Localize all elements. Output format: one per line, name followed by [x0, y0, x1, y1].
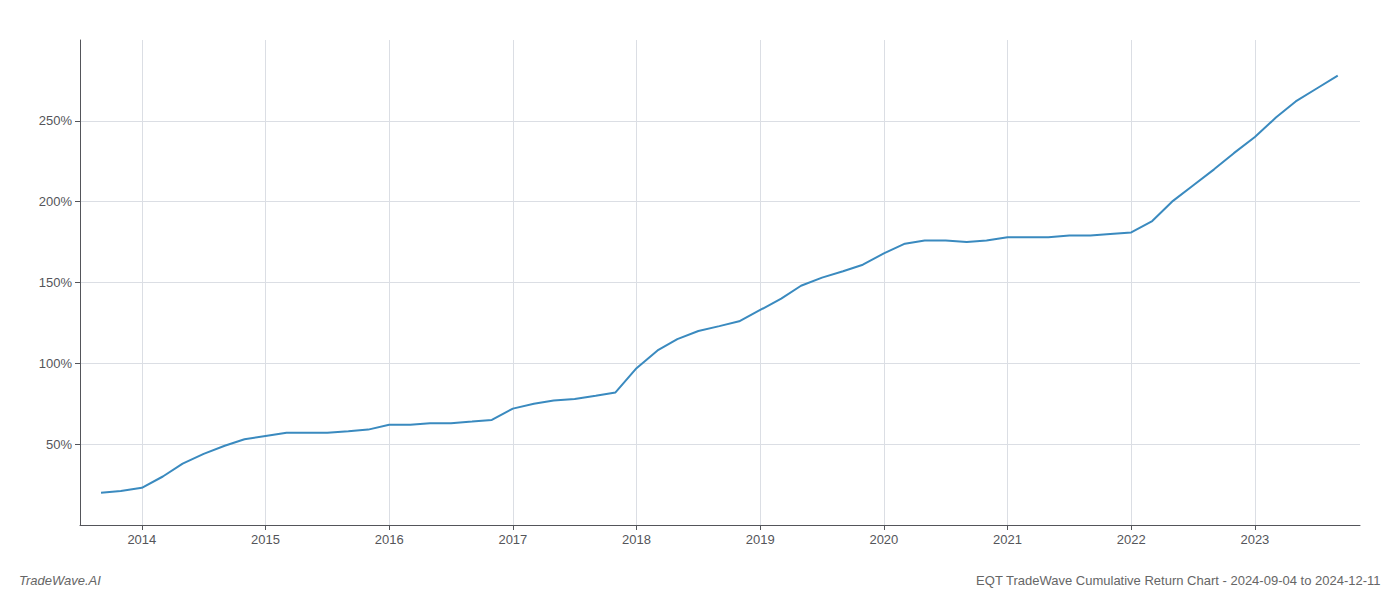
svg-text:2019: 2019 [746, 532, 775, 547]
svg-text:200%: 200% [39, 194, 73, 209]
svg-text:2023: 2023 [1240, 532, 1269, 547]
svg-text:50%: 50% [46, 437, 72, 452]
svg-text:2016: 2016 [375, 532, 404, 547]
svg-text:2017: 2017 [498, 532, 527, 547]
svg-text:250%: 250% [39, 113, 73, 128]
svg-text:EQT TradeWave Cumulative Retur: EQT TradeWave Cumulative Return Chart - … [976, 573, 1380, 588]
svg-text:2015: 2015 [251, 532, 280, 547]
svg-text:100%: 100% [39, 356, 73, 371]
svg-text:2014: 2014 [127, 532, 156, 547]
svg-text:TradeWave.AI: TradeWave.AI [19, 573, 101, 588]
svg-text:2022: 2022 [1117, 532, 1146, 547]
svg-text:2021: 2021 [993, 532, 1022, 547]
svg-text:150%: 150% [39, 275, 73, 290]
svg-text:2018: 2018 [622, 532, 651, 547]
svg-text:2020: 2020 [869, 532, 898, 547]
